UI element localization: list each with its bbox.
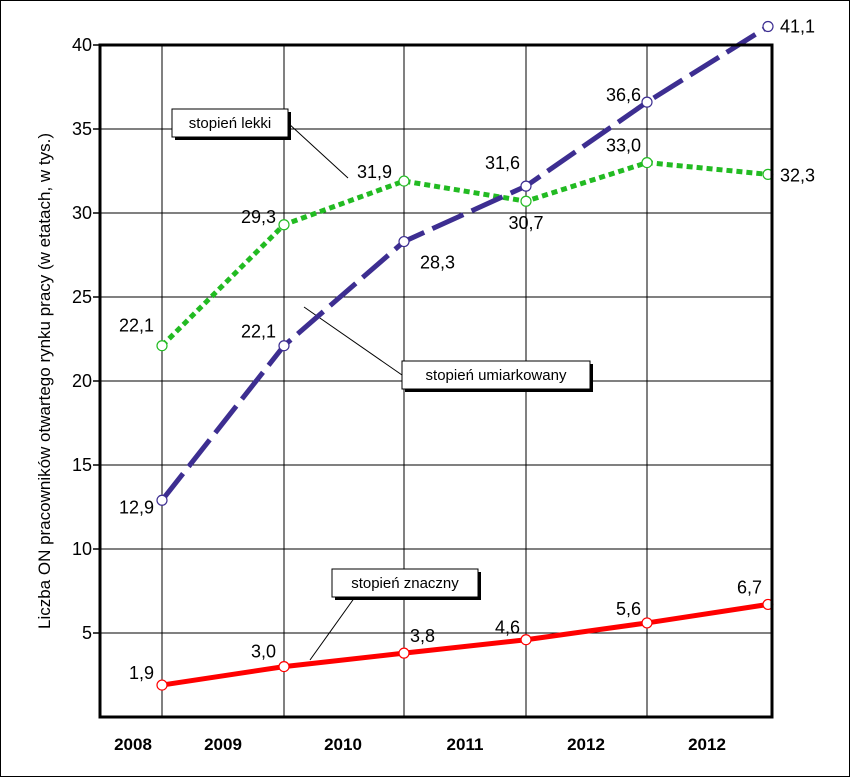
data-point [398, 647, 410, 659]
grid-lines [100, 44, 772, 717]
y-axis-label: Liczba ON pracowników otwartego rynku pr… [35, 133, 54, 629]
data-label: 29,3 [241, 207, 276, 227]
series-lines [160, 24, 770, 688]
data-point [641, 96, 653, 108]
callout-leader-line [303, 306, 403, 376]
data-point [156, 679, 168, 691]
data-point [520, 634, 532, 646]
y-tick-label: 35 [72, 119, 92, 139]
data-label: 36,6 [606, 85, 641, 105]
data-point [156, 494, 168, 506]
x-tick-label: 2011 [447, 735, 484, 754]
y-tick-label: 25 [72, 287, 92, 307]
data-label: 22,1 [119, 316, 154, 336]
y-tick-label: 20 [72, 371, 92, 391]
data-label: 31,9 [357, 162, 392, 182]
data-label: 30,7 [508, 213, 543, 233]
data-point [641, 157, 653, 169]
y-tick-label: 10 [72, 539, 92, 559]
series-callouts: stopień lekki stopień umiarkowany stopień … [171, 108, 593, 661]
y-tick-label: 30 [72, 203, 92, 223]
data-point [398, 175, 410, 187]
data-point [156, 340, 168, 352]
data-label: 4,6 [495, 618, 520, 638]
data-point [641, 617, 653, 629]
data-label: 22,1 [241, 322, 276, 342]
series-name-label: stopień znaczny [351, 575, 459, 592]
data-label: 41,1 [780, 17, 815, 37]
callout-box [401, 360, 591, 390]
callout-leader-line [309, 596, 356, 661]
series-name-label: stopień lekki [189, 115, 272, 132]
data-point [398, 235, 410, 248]
y-tick-label: 15 [72, 455, 92, 475]
data-point [520, 195, 532, 207]
x-tick-label: 2012 [688, 735, 726, 754]
data-label: 28,3 [420, 253, 455, 273]
data-label: 3,8 [410, 626, 435, 646]
data-point [520, 180, 532, 192]
data-point [278, 219, 290, 231]
data-label: 1,9 [129, 663, 154, 683]
data-labels: 22,1 29,3 31,9 30,7 33,0 32,3 12,9 22,1 28,3 31,6… [119, 17, 815, 684]
data-point [278, 660, 290, 673]
x-tick-label: 2010 [324, 735, 362, 754]
data-point [278, 340, 290, 352]
data-label: 33,0 [606, 136, 641, 156]
data-label: 31,6 [485, 153, 520, 173]
y-tick-label: 40 [72, 35, 92, 55]
callout-leader-line [287, 122, 349, 179]
y-axis-ticks: 5 10 15 20 25 30 35 40 [72, 35, 100, 643]
series-line [160, 160, 769, 348]
x-tick-label: 2009 [204, 735, 242, 754]
x-tick-label: 2008 [114, 735, 152, 754]
x-tick-label: 2012 [567, 735, 605, 754]
plot-area-border [98, 43, 774, 719]
series-line [161, 601, 769, 688]
callout-box [171, 108, 289, 138]
y-tick-label: 5 [82, 623, 92, 643]
series-name-label: stopień umiarkowany [426, 367, 567, 384]
data-point [762, 20, 774, 33]
series-line [160, 24, 770, 502]
data-label: 32,3 [780, 165, 815, 185]
data-label: 6,7 [737, 577, 762, 597]
callout-box [331, 568, 479, 598]
x-axis-ticks: 2008 2009 2010 2011 2012 2012 [114, 735, 726, 754]
data-label: 3,0 [251, 642, 276, 662]
data-label: 12,9 [119, 497, 154, 517]
data-label: 5,6 [616, 599, 641, 619]
